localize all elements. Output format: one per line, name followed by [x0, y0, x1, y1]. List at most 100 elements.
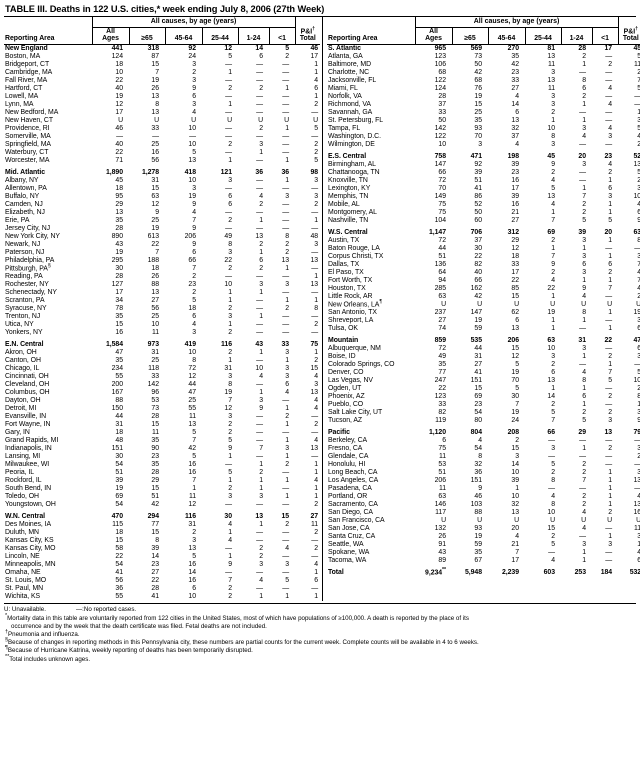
cell-all-ages: 237 [434, 309, 446, 317]
cell-age-65plus: 14 [151, 553, 159, 561]
cell-age-65plus: 41 [474, 184, 482, 192]
cell-age-under-1: 1 [285, 477, 290, 485]
cell-age-25-44: 1 [551, 292, 555, 300]
table-row: Toledo, OH 69 51 11 3 3 1 1 [4, 493, 320, 502]
header-all-ages-line2: Ages [102, 34, 119, 42]
cell-age-45-64: 21 [511, 208, 519, 216]
region-row: E.S. Central 758 471 198 45 20 23 52 [327, 149, 640, 161]
header-span-blank-r [327, 17, 415, 28]
row-area-label: Columbus, OH [5, 389, 50, 397]
cell-age-1-24: — [256, 208, 263, 216]
cell-age-1-24: 2 [582, 460, 586, 468]
row-area-label: Nashville, TN [328, 216, 369, 224]
row-area-label: Newark, NJ [5, 240, 41, 248]
cell-age-65plus: 46 [474, 492, 482, 500]
cell-age-25-44: 1 [551, 116, 555, 124]
cell-age-65plus: 18 [151, 264, 159, 272]
cell-age-65plus: U [477, 516, 482, 524]
cell-age-65plus: 59 [474, 540, 482, 548]
cell-all-ages: 68 [438, 68, 446, 76]
cell-age-1-24: 2 [259, 545, 263, 553]
cell-pi-total: — [311, 313, 319, 321]
table-row: Cambridge, MA 10 7 2 1 — — 1 [4, 69, 320, 77]
cell-pi-total: 7 [637, 260, 640, 268]
row-area-label: Tampa, FL [328, 124, 361, 132]
cell-age-1-24: — [256, 529, 263, 537]
cell-all-ages: 9,234** [425, 566, 446, 577]
cell-all-ages: 46 [115, 124, 123, 132]
table-row: Montgomery, AL 75 50 21 1 2 1 6 [327, 209, 640, 217]
row-area-label: Grand Rapids, MI [5, 437, 59, 445]
cell-age-25-44: 1 [551, 244, 555, 252]
cell-age-25-44: 2 [228, 429, 232, 437]
cell-age-45-64: 3 [192, 184, 196, 192]
cell-age-45-64: 2 [192, 68, 196, 76]
table-row: Kansas City, KS 15 8 3 4 — — — [4, 537, 320, 545]
cell-age-25-44: 603 [543, 569, 555, 577]
cell-age-under-1: 2 [608, 393, 613, 401]
cell-age-1-24: — [579, 168, 586, 176]
header-pi-line2-r: Total [622, 34, 639, 42]
table-row: Bridgeport, CT 18 15 3 — — — 1 [4, 61, 320, 69]
cell-age-under-1: 2 [285, 305, 290, 313]
cell-age-1-24: 8 [582, 76, 586, 84]
row-area-label: Total [328, 569, 344, 577]
row-area-label: Sacramento, CA [328, 500, 378, 508]
cell-age-under-1: 1 [608, 500, 613, 508]
cell-age-1-24: 3 [259, 397, 263, 405]
cell-age-45-64: 14 [188, 569, 196, 577]
cell-age-under-1: 2 [608, 508, 613, 516]
cell-age-65plus: 19 [151, 224, 159, 232]
cell-age-1-24: 39 [578, 228, 586, 236]
cell-age-25-44: 3 [551, 140, 555, 148]
row-area-label: Tulsa, OK [328, 325, 358, 333]
cell-age-under-1: 1 [285, 405, 290, 413]
table-row: Baltimore, MD 106 50 42 11 1 2 11 [327, 61, 640, 69]
cell-age-45-64: 7 [192, 264, 196, 272]
row-area-label: El Paso, TX [328, 268, 364, 276]
table-row: Hartford, CT 40 26 9 2 2 1 6 [4, 85, 320, 93]
cell-all-ages: 17 [115, 108, 123, 116]
cell-all-ages: 127 [111, 281, 123, 289]
cell-age-1-24: 1 [582, 276, 586, 284]
cell-age-45-64: 3 [192, 76, 196, 84]
row-area-label: Austin, TX [328, 236, 360, 244]
cell-pi-total: 1 [314, 469, 319, 477]
cell-all-ages: 147 [434, 160, 446, 168]
cell-age-45-64: 15 [511, 292, 519, 300]
cell-all-ages: 28 [438, 92, 446, 100]
table-row: Chicago, IL 234 118 72 31 10 3 15 [4, 365, 320, 374]
table-row: Kansas City, MO 58 39 13 — 2 4 2 [4, 545, 320, 553]
cell-age-45-64: 66 [188, 256, 196, 264]
cell-age-65plus: 7 [155, 68, 159, 76]
row-area-label: Denver, CO [328, 369, 364, 377]
cell-pi-total: — [311, 108, 319, 116]
cell-age-1-24: — [579, 361, 586, 369]
cell-age-45-64: 27 [511, 216, 519, 224]
cell-age-25-44: 3 [228, 493, 232, 501]
table-row: Philadelphia, PA 295 188 66 22 6 13 13 [4, 257, 320, 265]
cell-all-ages: — [116, 132, 123, 140]
cell-age-1-24: 1 [582, 548, 586, 556]
table-row: Utica, NY 15 10 4 1 — — 2 [4, 321, 320, 330]
cell-age-1-24: — [256, 273, 263, 281]
cell-pi-total: 4 [314, 561, 319, 569]
header-columns-row-right: Reporting Area All Ages ≥65 45-64 25-44 … [327, 26, 640, 45]
cell-age-65plus: 56 [151, 305, 159, 313]
cell-age-1-24: — [256, 585, 263, 593]
header-pi-line2: Total [299, 34, 316, 42]
cell-age-65plus: 39 [151, 545, 159, 553]
cell-pi-total: — [311, 132, 319, 140]
cell-pi-total: 2 [314, 200, 319, 208]
cell-age-1-24: 4 [259, 577, 263, 585]
table-row: Worcester, MA 71 56 13 1 — 1 5 [4, 157, 320, 165]
row-area-label: Hartford, CT [5, 84, 43, 92]
cell-pi-total: 4 [314, 397, 319, 405]
cell-age-65plus: 69 [474, 393, 482, 401]
cell-age-45-64: 10 [188, 140, 196, 148]
table-row: San Francisco, CA U U U U U U U [327, 517, 640, 525]
cell-pi-total: 6 [637, 345, 640, 353]
row-area-label: Little Rock, AR [328, 292, 373, 300]
footnotes-block: U: Unavailable. —:No reported cases. *Mor… [4, 604, 636, 663]
cell-all-ages: 19 [115, 485, 123, 493]
